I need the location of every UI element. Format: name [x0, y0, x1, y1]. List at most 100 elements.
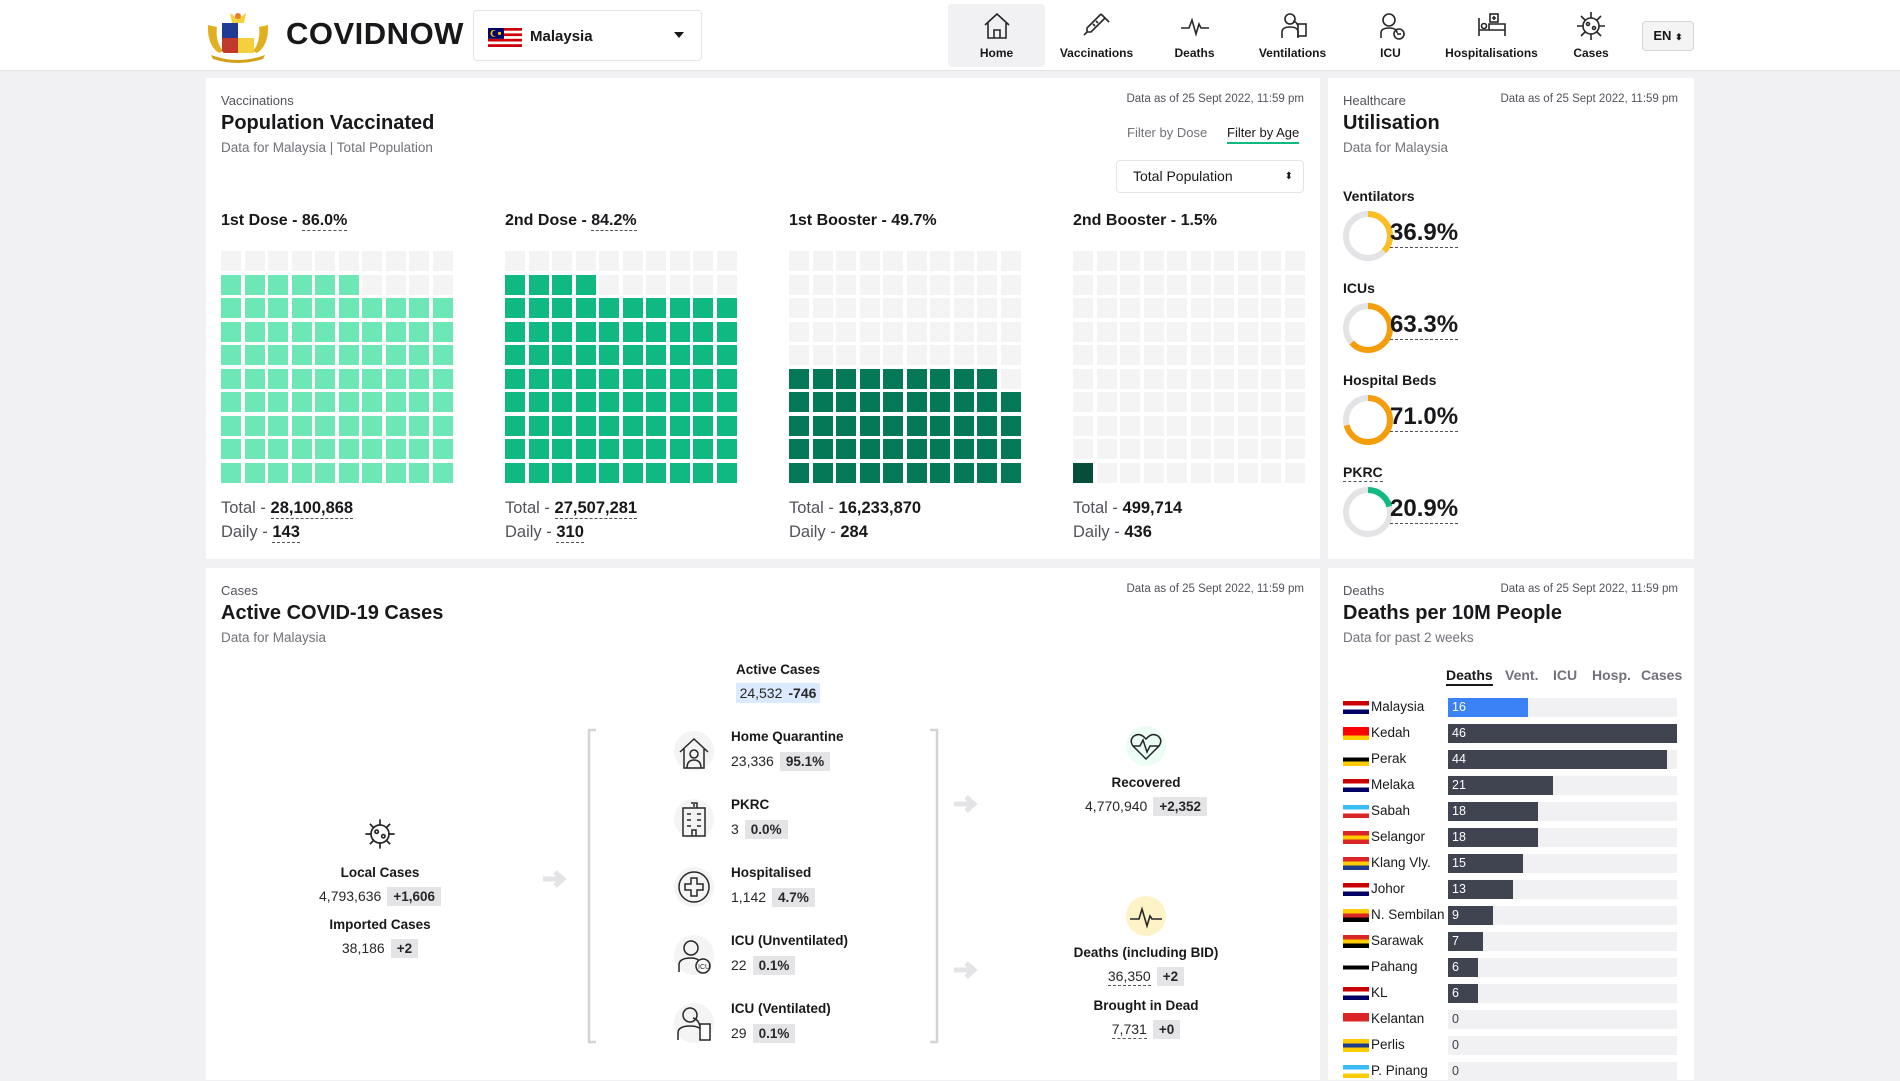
waffle-cell	[693, 298, 713, 318]
waffle-cell	[575, 251, 596, 271]
waffle-cell	[1284, 274, 1305, 295]
nav-icu-label: ICU	[1380, 46, 1401, 60]
waffle-cell	[1214, 462, 1234, 483]
waffle-cell	[268, 392, 288, 412]
waffle-cell	[599, 415, 619, 436]
waffle-cell	[716, 462, 737, 483]
waffle-cell	[1073, 298, 1093, 318]
waffle-cell	[622, 321, 643, 342]
deaths-tab-hosp[interactable]: Hosp.	[1592, 667, 1631, 683]
waffle-cell	[315, 251, 335, 271]
deaths-tab-deaths[interactable]: Deaths	[1446, 667, 1493, 686]
donut-fill	[1343, 211, 1393, 261]
cases-subtitle: Data for Malaysia	[221, 630, 327, 645]
waffle-cell	[338, 251, 359, 271]
malaysia-crest-logo[interactable]	[205, 11, 271, 63]
waffle-cell	[1167, 392, 1187, 412]
waffle-cell	[1073, 392, 1093, 412]
state-name: Johor	[1371, 881, 1405, 896]
waffle-cell	[716, 251, 737, 271]
dose-total: Total - 16,233,870	[789, 499, 922, 517]
waffle-cell	[953, 368, 974, 389]
nav-home[interactable]: Home	[948, 4, 1045, 67]
deaths-tab-vent[interactable]: Vent.	[1505, 667, 1539, 683]
bar-value: 21	[1452, 778, 1466, 792]
waffle-cell	[1096, 298, 1117, 318]
nav-cases[interactable]: Cases	[1546, 4, 1636, 67]
waffle-cell	[552, 415, 572, 436]
icu-patient-icon	[1379, 13, 1405, 40]
bar-value: 18	[1452, 830, 1466, 844]
hospitalised-label: Hospitalised	[731, 865, 812, 880]
imported-cases-value: 38,186 +2	[280, 939, 480, 958]
dose-waffle-grid	[221, 251, 453, 483]
state-name: Selangor	[1371, 829, 1426, 844]
waffle-cell	[836, 392, 856, 412]
waffle-cell	[789, 439, 809, 459]
state-flag-icon	[1343, 805, 1369, 818]
waffle-cell	[505, 274, 525, 295]
waffle-cell	[1120, 321, 1140, 342]
waffle-cell	[575, 392, 596, 412]
arrow-right-icon	[954, 961, 978, 979]
dose-heading: 2nd Dose - 84.2%	[505, 212, 637, 231]
waffle-cell	[409, 392, 429, 412]
waffle-cell	[836, 274, 856, 295]
nav-deaths[interactable]: Deaths	[1148, 4, 1241, 67]
bar-track	[1448, 1036, 1677, 1055]
nav-vaccinations[interactable]: Vaccinations	[1048, 4, 1145, 67]
deaths-tab-cases[interactable]: Cases	[1641, 667, 1683, 683]
waffle-cell	[906, 439, 927, 459]
icu-ventilated-label: ICU (Ventilated)	[731, 1001, 831, 1016]
bar	[1448, 854, 1523, 873]
waffle-cell	[883, 439, 903, 459]
nav-icu[interactable]: ICU	[1344, 4, 1437, 67]
nav-ventilations[interactable]: Ventilations	[1244, 4, 1341, 67]
waffle-cell	[221, 439, 241, 459]
waffle-cell	[953, 298, 974, 318]
nav-hospitalisations[interactable]: Hospitalisations	[1440, 4, 1543, 67]
waffle-cell	[338, 368, 359, 389]
country-select[interactable]: Malaysia	[473, 10, 702, 61]
nav-hospitalisations-label: Hospitalisations	[1445, 46, 1538, 60]
state-flag-icon	[1343, 1039, 1369, 1052]
waffle-cell	[669, 321, 690, 342]
waffle-cell	[1190, 462, 1211, 483]
hospital-bed-icon	[1477, 13, 1506, 36]
deaths-tab-icu[interactable]: ICU	[1553, 667, 1578, 683]
dose-heading: 2nd Booster - 1.5%	[1073, 212, 1218, 229]
state-flag-icon	[1343, 987, 1369, 1000]
waffle-cell	[575, 368, 596, 389]
waffle-cell	[432, 274, 453, 295]
waffle-cell	[1284, 298, 1305, 318]
brand-title[interactable]: COVIDNOW	[286, 16, 464, 51]
waffle-cell	[716, 321, 737, 342]
waffle-cell	[575, 298, 596, 318]
language-select[interactable]: EN ⬍	[1642, 21, 1694, 51]
population-select[interactable]: Total Population ⬍	[1116, 160, 1304, 193]
waffle-cell	[716, 415, 737, 436]
waffle-cell	[338, 439, 359, 459]
pulse-icon	[1126, 896, 1166, 936]
waffle-cell	[1000, 345, 1021, 365]
waffle-cell	[1190, 274, 1211, 295]
hospitalised-value: 1,142 4.7%	[731, 888, 815, 907]
waffle-cell	[977, 274, 997, 295]
waffle-cell	[1190, 439, 1211, 459]
deaths-row: Kelantan 0	[1343, 1010, 1677, 1029]
waffle-cell	[599, 392, 619, 412]
pkrc-label: PKRC	[731, 797, 770, 812]
utilisation-label: Ventilators	[1343, 188, 1415, 204]
waffle-cell	[291, 298, 312, 318]
waffle-cell	[1261, 274, 1281, 295]
heart-pulse-icon	[1126, 726, 1166, 766]
waffle-cell	[1167, 439, 1187, 459]
waffle-cell	[1237, 274, 1258, 295]
dose-total: Total - 28,100,868	[221, 499, 354, 519]
bar-value: 9	[1452, 908, 1459, 922]
filter-by-dose-tab[interactable]: Filter by Dose	[1127, 125, 1208, 140]
waffle-cell	[385, 415, 406, 436]
virus-icon	[1577, 12, 1605, 40]
waffle-cell	[669, 392, 690, 412]
filter-by-age-tab[interactable]: Filter by Age	[1227, 125, 1300, 144]
